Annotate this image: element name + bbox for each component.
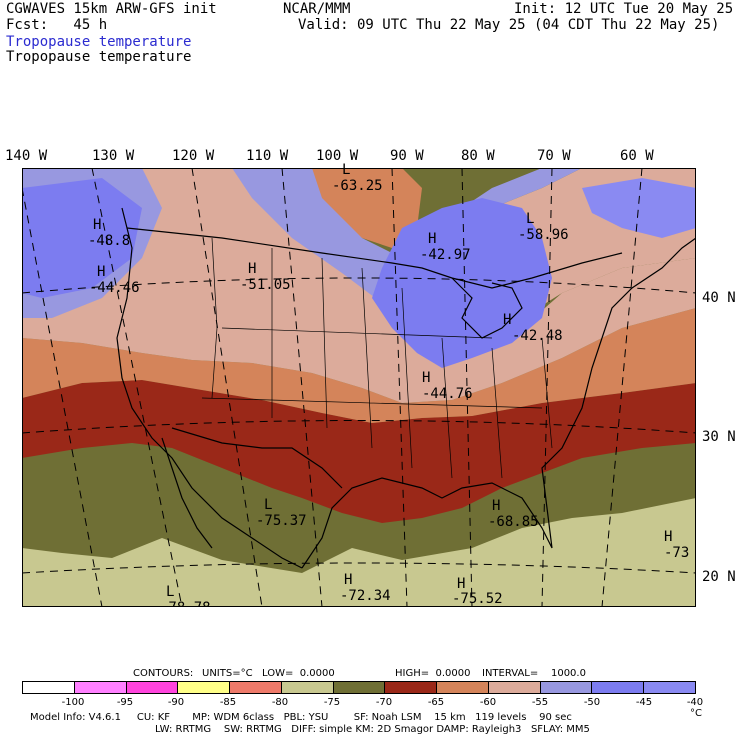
- lon-label: 110 W: [246, 148, 289, 164]
- band-blue-central: [372, 198, 552, 368]
- lon-label: 120 W: [172, 148, 215, 164]
- legend-tick: -45: [635, 697, 653, 708]
- forecast-hour: Fcst: 45 h: [6, 17, 108, 33]
- legend-tick: -75: [323, 697, 341, 708]
- center-value: -51.05: [240, 277, 291, 293]
- model-info-line2: LW: RRTMG SW: RRTMG DIFF: simple KM: 2D …: [155, 724, 590, 735]
- center-value: -68.85: [488, 514, 539, 530]
- center-value: -58.96: [518, 227, 569, 243]
- center-value: -75.37: [256, 513, 307, 529]
- center-type: L: [264, 497, 273, 513]
- legend-swatch: [126, 682, 179, 693]
- legend-swatch: [333, 682, 386, 693]
- legend-tick: -50: [583, 697, 601, 708]
- us-mexico-border: [171, 427, 343, 489]
- center-type: H: [664, 529, 673, 545]
- coastline-west: [116, 207, 303, 569]
- center-value: -42.97: [420, 247, 471, 263]
- legend-tick: -40: [686, 697, 704, 708]
- center-value: -44.46: [89, 280, 140, 296]
- legend-tick: -70: [375, 697, 393, 708]
- lat-label: 30 N: [702, 429, 736, 445]
- legend-tick: -100: [61, 697, 85, 708]
- legend-swatch: [281, 682, 334, 693]
- center-type: H: [457, 576, 466, 592]
- center-type: H: [422, 370, 431, 386]
- center-value: -72.34: [340, 588, 391, 604]
- contours-units: UNITS=°C: [202, 668, 253, 679]
- center-type: L: [342, 162, 351, 178]
- legend-tick: -80: [271, 697, 289, 708]
- center-value: -78.78: [160, 601, 211, 607]
- legend-tick: -85: [219, 697, 237, 708]
- center-type: H: [344, 572, 353, 588]
- state-lines: [201, 237, 553, 479]
- legend-tick: -55: [531, 697, 549, 708]
- lon-label: 130 W: [92, 148, 135, 164]
- center-type: H: [248, 261, 257, 277]
- band-light-tan: [22, 498, 696, 607]
- legend-tick: -60: [479, 697, 497, 708]
- lat-label: 20 N: [702, 569, 736, 585]
- contours-low: LOW= 0.0000: [262, 668, 335, 679]
- center-value: -44.76: [422, 386, 473, 402]
- center-type: H: [93, 217, 102, 233]
- center-value: -42.48: [512, 328, 563, 344]
- band-blue-ne: [582, 178, 696, 238]
- coastline-gulf: [301, 337, 603, 569]
- legend-tick: -65: [427, 697, 445, 708]
- model-title: CGWAVES 15km ARW-GFS init: [6, 1, 217, 17]
- center-type: H: [428, 231, 437, 247]
- center-type: L: [526, 211, 535, 227]
- legend-swatch: [385, 682, 438, 693]
- legend-swatch: [23, 682, 75, 693]
- center-value: -48.8: [88, 233, 131, 249]
- lon-label: 140 W: [5, 148, 48, 164]
- init-time: Init: 12 UTC Tue 20 May 25: [514, 1, 734, 17]
- model-info-line1: Model Info: V4.6.1 CU: KF MP: WDM 6class…: [30, 712, 572, 723]
- color-legend: [22, 681, 696, 694]
- center-value: -63.25: [332, 178, 383, 194]
- legend-swatch: [437, 682, 489, 693]
- contours-interval: INTERVAL= 1000.0: [482, 668, 586, 679]
- legend-tick: -90: [167, 697, 185, 708]
- lon-label: 60 W: [620, 148, 654, 164]
- center-type: H: [97, 264, 106, 280]
- lat-label: 40 N: [702, 290, 736, 306]
- contours-label: CONTOURS:: [133, 668, 194, 679]
- lon-label: 100 W: [316, 148, 359, 164]
- lon-label: 80 W: [461, 148, 495, 164]
- legend-tick: -95: [116, 697, 134, 708]
- lon-label: 90 W: [390, 148, 424, 164]
- band-orange: [22, 308, 696, 423]
- great-lakes: [451, 277, 523, 339]
- legend-unit: °C: [690, 708, 702, 719]
- legend-swatch: [178, 682, 231, 693]
- field-title-contour: Tropopause temperature: [6, 49, 192, 65]
- coastline-east: [601, 237, 696, 339]
- legend-swatch: [540, 682, 593, 693]
- legend-swatch: [74, 682, 127, 693]
- legend-swatch: [592, 682, 645, 693]
- baja-peninsula: [161, 437, 213, 549]
- legend-swatch: [230, 682, 282, 693]
- center-type: H: [503, 312, 512, 328]
- field-title-shaded: Tropopause temperature: [6, 34, 192, 50]
- center-type: H: [492, 498, 501, 514]
- center-type: L: [166, 584, 175, 600]
- center-value: -75.52: [452, 591, 503, 607]
- valid-time: Valid: 09 UTC Thu 22 May 25 (04 CDT Thu …: [298, 17, 720, 33]
- tropopause-temperature-map: [22, 168, 696, 607]
- legend-swatch: [488, 682, 541, 693]
- center-value: -73: [664, 545, 690, 561]
- center-label: NCAR/MMM: [283, 1, 351, 17]
- lon-label: 70 W: [537, 148, 571, 164]
- us-canada-border: [126, 227, 623, 289]
- contours-high: HIGH= 0.0000: [395, 668, 471, 679]
- legend-swatch: [644, 682, 695, 693]
- band-dark-red: [22, 380, 696, 523]
